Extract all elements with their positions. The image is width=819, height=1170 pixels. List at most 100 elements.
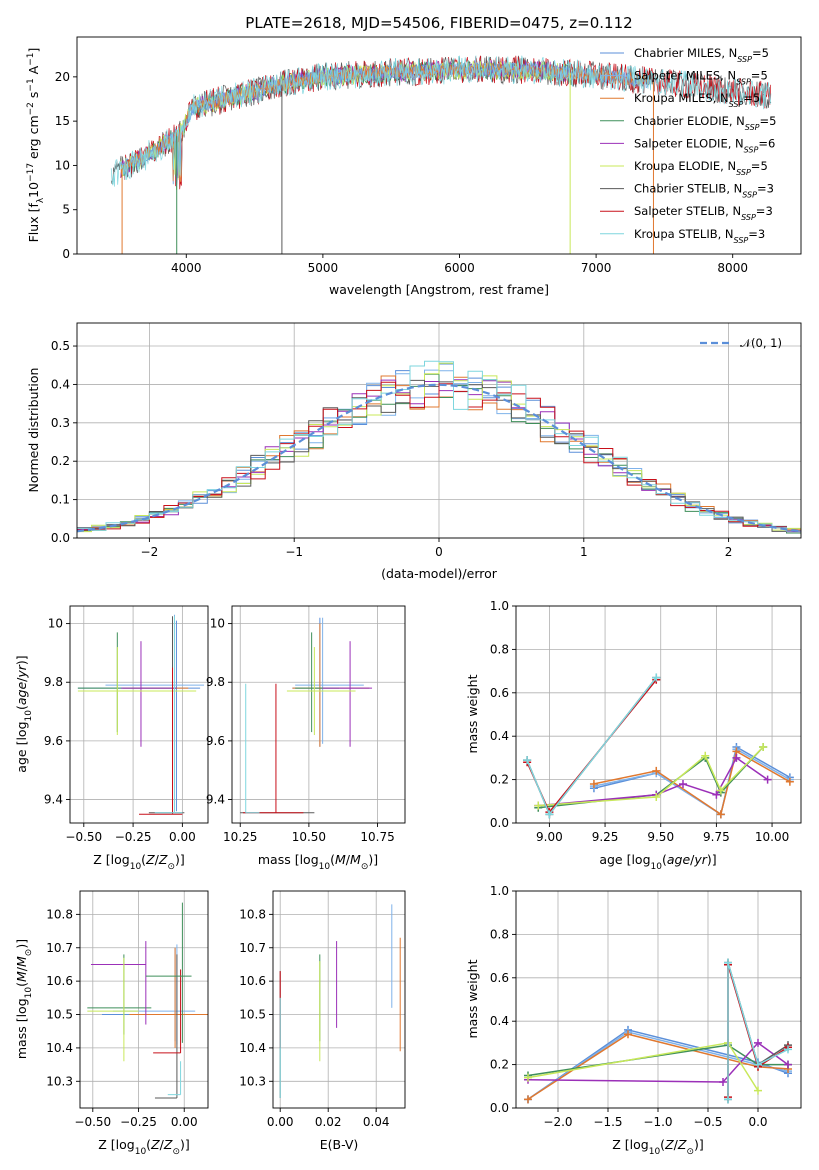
ylabel-residuals: Normed distribution (26, 368, 41, 493)
weight-marker-weight_vs_age-4-2 (678, 779, 687, 788)
frame-mass_vs_Z (79, 890, 209, 1109)
errorbar-mass_vs_Z-0 (101, 947, 203, 1042)
ytick-label-age_vs_Z-2: 9.8 (44, 675, 63, 689)
plot-area-weight_vs_age (523, 673, 794, 819)
xtick-label-age_vs_mass-1: 10.50 (292, 830, 326, 844)
xtick-label-residuals-2: 0 (435, 545, 443, 559)
xtick-label-mass_vs_ebv-2: 0.04 (363, 1115, 390, 1129)
errorbar-mass_vs_Z-7 (153, 969, 182, 1054)
weight-marker-weight_vs_Z-4-3 (784, 1060, 792, 1069)
ytick-label-spectrum-2: 10 (55, 158, 70, 172)
ytick-label-age_vs_Z-0: 9.4 (44, 793, 63, 807)
errorbar-mass_vs_Z-5 (87, 957, 139, 1062)
weight-marker-weight_vs_Z-8-1 (724, 958, 732, 967)
ytick-label-mass_vs_ebv-1: 10.4 (239, 1041, 266, 1055)
weight-marker-weight_vs_Z-4-2 (754, 1038, 762, 1047)
weight-marker-weight_vs_age-4-3 (712, 790, 721, 799)
weight-line-weight_vs_Z-8 (727, 962, 789, 1100)
errorbar-age_vs_mass-5 (286, 647, 356, 736)
ytick-label-weight_vs_Z-5: 1.0 (490, 884, 509, 898)
axes-residuals: −2 −1 0 1 2 0.0 0.1 0.2 0.3 0.4 0.5 (data-model)/er… (26, 322, 802, 581)
xtick-label-mass_vs_ebv-1: 0.02 (315, 1115, 342, 1129)
plot-area-residuals (77, 360, 801, 534)
errorbar-age_vs_mass-1 (295, 617, 364, 744)
ylabel-mass_vs_Z: mass [log10(M/M⊙)] (14, 939, 34, 1059)
xtick-label-spectrum-1: 5000 (308, 261, 339, 275)
ytick-label-weight_vs_age-5: 1.0 (490, 599, 509, 613)
spectrum-line-kroupa-stelib (110, 55, 772, 187)
xtick-label-spectrum-2: 6000 (444, 261, 475, 275)
spectrum-line-kroupa-miles (120, 62, 651, 183)
errorbar-age_vs_Z-7 (139, 667, 183, 815)
weight-marker-weight_vs_age-4-5 (763, 775, 772, 784)
ytick-label-residuals-4: 0.4 (51, 377, 70, 391)
ytick-label-weight_vs_age-4: 0.8 (490, 642, 509, 656)
xtick-label-spectrum-0: 4000 (171, 261, 202, 275)
legend-label-4: Salpeter ELODIE, NSSP=6 (634, 136, 775, 154)
weight-marker-weight_vs_Z-2-0 (524, 1095, 532, 1104)
weight-marker-weight_vs_age-4-4 (732, 753, 741, 762)
errorbar-age_vs_Z-5 (77, 647, 197, 736)
ylabel-weight_vs_age: mass weight (465, 674, 480, 753)
weight-marker-weight_vs_Z-2-1 (624, 1030, 632, 1039)
ytick-label-residuals-1: 0.1 (51, 493, 70, 507)
ytick-label-age_vs_mass-0: 9.4 (206, 793, 225, 807)
xtick-label-weight_vs_age-2: 9.50 (647, 830, 674, 844)
xlabel-weight_vs_Z: Z [log10(Z/Z⊙)] (612, 1137, 704, 1157)
ytick-label-spectrum-0: 0 (62, 247, 70, 261)
axes-spectrum: 4000 5000 6000 7000 8000 0 5 10 15 20 wavelength [… (26, 36, 802, 297)
ytick-label-mass_vs_ebv-5: 10.8 (239, 907, 266, 921)
xtick-label-residuals-1: −1 (285, 545, 303, 559)
ytick-label-weight_vs_age-3: 0.6 (490, 686, 509, 700)
errorbar-mass_vs_Z-9 (145, 902, 192, 1043)
ytick-label-age_vs_mass-1: 9.6 (206, 734, 225, 748)
ytick-label-weight_vs_Z-1: 0.2 (490, 1058, 509, 1072)
ytick-label-residuals-3: 0.3 (51, 416, 70, 430)
weight-marker-weight_vs_age-5-2 (701, 751, 710, 760)
xtick-label-weight_vs_Z-2: −1.0 (643, 1115, 672, 1129)
plot-area-weight_vs_Z (524, 958, 792, 1104)
legend-label-6: Chabrier STELIB, NSSP=3 (634, 182, 774, 200)
ytick-label-mass_vs_ebv-3: 10.6 (239, 974, 266, 988)
ytick-label-residuals-0: 0.0 (51, 531, 70, 545)
weight-marker-weight_vs_Z-5-2 (754, 1086, 762, 1095)
xtick-label-age_vs_Z-0: −0.50 (65, 830, 102, 844)
xtick-label-mass_vs_Z-1: −0.25 (120, 1115, 157, 1129)
plot-area-mass_vs_ebv (279, 904, 401, 1098)
ytick-label-mass_vs_Z-1: 10.4 (46, 1041, 73, 1055)
ytick-label-mass_vs_Z-4: 10.7 (46, 941, 73, 955)
frame-age_vs_Z (69, 605, 209, 824)
weight-marker-weight_vs_age-2-0 (589, 779, 598, 788)
weight-marker-weight_vs_age-2-2 (716, 810, 725, 819)
weight-marker-weight_vs_age-5-0 (534, 801, 543, 810)
xtick-label-mass_vs_Z-0: −0.50 (74, 1115, 111, 1129)
xtick-label-weight_vs_age-1: 9.25 (592, 830, 619, 844)
axes-mass_vs_ebv: 0.00 0.02 0.04 10.3 10.4 10.5 10.6 10.7 10.8 E(B-… (239, 890, 406, 1152)
weight-marker-weight_vs_age-8-2 (652, 673, 661, 682)
normal-curve (77, 383, 801, 533)
axes-age_vs_Z: −0.50 −0.25 0.00 9.4 9.6 9.8 10 Z [log10(Z/Z⊙)]… (14, 605, 209, 872)
ytick-label-weight_vs_Z-0: 0.0 (490, 1101, 509, 1115)
errorbar-mass_vs_Z-6 (154, 954, 178, 1099)
ytick-label-spectrum-1: 5 (62, 203, 70, 217)
frame-age_vs_mass (231, 605, 406, 824)
xtick-label-age_vs_mass-2: 10.75 (360, 830, 394, 844)
ytick-label-residuals-2: 0.2 (51, 454, 70, 468)
ylabel-spectrum: Flux [fλ10−17 erg cm−2 s−1 A−1] (26, 48, 46, 243)
xtick-label-weight_vs_age-0: 9.00 (536, 830, 563, 844)
xtick-label-spectrum-4: 8000 (717, 261, 748, 275)
weight-marker-weight_vs_age-5-1 (652, 792, 661, 801)
ylabel-weight_vs_Z: mass weight (465, 959, 480, 1038)
errorbar-age_vs_mass-4 (322, 641, 373, 747)
plot-area-age_vs_Z (77, 614, 205, 815)
ytick-label-weight_vs_age-2: 0.4 (490, 729, 509, 743)
ytick-label-residuals-5: 0.5 (51, 339, 70, 353)
hist-kroupa-stelib (77, 360, 801, 532)
xlabel-residuals: (data-model)/error (381, 566, 498, 581)
weight-marker-weight_vs_age-5-4 (759, 743, 768, 752)
ytick-label-age_vs_Z-3: 10 (48, 617, 63, 631)
frame-mass_vs_ebv (272, 890, 406, 1109)
errorbar-age_vs_Z-0 (77, 620, 201, 812)
ytick-label-weight_vs_age-1: 0.2 (490, 773, 509, 787)
